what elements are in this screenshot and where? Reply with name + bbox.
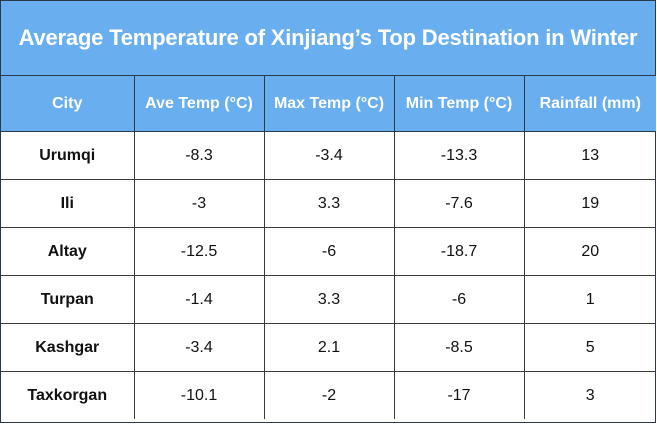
city-cell: Turpan bbox=[1, 275, 135, 324]
data-table: City Ave Temp (°C) Max Temp (°C) Min Tem… bbox=[1, 76, 656, 419]
min-temp-cell: -8.5 bbox=[393, 323, 525, 372]
header-ave-temp: Ave Temp (°C) bbox=[133, 76, 265, 132]
max-temp-cell: -3.4 bbox=[263, 131, 395, 180]
max-temp-cell: 2.1 bbox=[263, 323, 395, 372]
min-temp-cell: -7.6 bbox=[393, 179, 525, 228]
min-temp-cell: -18.7 bbox=[393, 227, 525, 276]
min-temp-cell: -13.3 bbox=[393, 131, 525, 180]
ave-temp-cell: -1.4 bbox=[133, 275, 265, 324]
min-temp-cell: -6 bbox=[393, 275, 525, 324]
rainfall-cell: 5 bbox=[523, 323, 656, 372]
max-temp-cell: 3.3 bbox=[263, 275, 395, 324]
city-cell: Kashgar bbox=[1, 323, 135, 372]
table-row: Ili -3 3.3 -7.6 19 bbox=[1, 179, 656, 228]
ave-temp-cell: -3.4 bbox=[133, 323, 265, 372]
max-temp-cell: 3.3 bbox=[263, 179, 395, 228]
rainfall-cell: 1 bbox=[523, 275, 656, 324]
city-cell: Urumqi bbox=[1, 131, 135, 180]
ave-temp-cell: -12.5 bbox=[133, 227, 265, 276]
min-temp-cell: -17 bbox=[393, 371, 525, 419]
table-row: Kashgar -3.4 2.1 -8.5 5 bbox=[1, 323, 656, 372]
rainfall-cell: 3 bbox=[523, 371, 656, 419]
max-temp-cell: -6 bbox=[263, 227, 395, 276]
max-temp-cell: -2 bbox=[263, 371, 395, 419]
table-row: Urumqi -8.3 -3.4 -13.3 13 bbox=[1, 131, 656, 180]
city-cell: Altay bbox=[1, 227, 135, 276]
header-row: City Ave Temp (°C) Max Temp (°C) Min Tem… bbox=[1, 76, 656, 132]
ave-temp-cell: -10.1 bbox=[133, 371, 265, 419]
header-city: City bbox=[1, 76, 135, 132]
city-cell: Taxkorgan bbox=[1, 371, 135, 419]
city-cell: Ili bbox=[1, 179, 135, 228]
rainfall-cell: 20 bbox=[523, 227, 656, 276]
header-max-temp: Max Temp (°C) bbox=[263, 76, 395, 132]
table-row: Altay -12.5 -6 -18.7 20 bbox=[1, 227, 656, 276]
table-title: Average Temperature of Xinjiang’s Top De… bbox=[1, 1, 655, 76]
rainfall-cell: 19 bbox=[523, 179, 656, 228]
table-row: Taxkorgan -10.1 -2 -17 3 bbox=[1, 371, 656, 419]
ave-temp-cell: -3 bbox=[133, 179, 265, 228]
header-rainfall: Rainfall (mm) bbox=[523, 76, 656, 132]
table-row: Turpan -1.4 3.3 -6 1 bbox=[1, 275, 656, 324]
rainfall-cell: 13 bbox=[523, 131, 656, 180]
ave-temp-cell: -8.3 bbox=[133, 131, 265, 180]
header-min-temp: Min Temp (°C) bbox=[393, 76, 525, 132]
